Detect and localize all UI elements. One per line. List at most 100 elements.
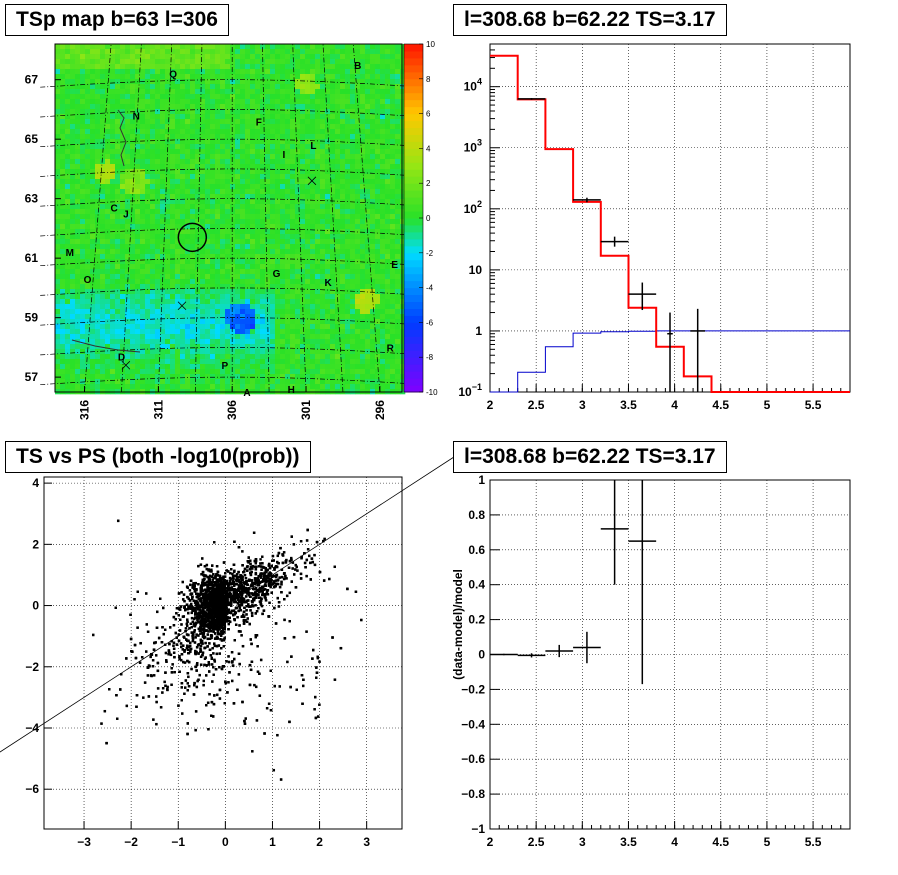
scatter-point [269,669,272,672]
scatter-point [242,613,245,616]
scatter-point [229,580,232,583]
scatter-point [177,614,180,617]
scatter-point [155,626,159,629]
scatter-point [205,704,208,707]
scatter-point [201,642,204,645]
scatter-point [222,619,226,622]
scatter-point [312,648,315,652]
scatter-point [315,666,318,669]
scatter-point [216,574,220,577]
scatter-point [233,583,236,586]
scatter-point [237,584,241,587]
scatter-point [243,606,246,609]
scatter-point [204,641,207,645]
scatter-point [172,651,176,654]
scatter-point [156,687,160,690]
scatter-point [156,610,159,614]
scatter-point [201,570,205,574]
scatter-point [306,528,309,532]
scatter-point [222,638,225,641]
scatter-point [290,558,293,561]
scatter-point [283,637,287,640]
scatter-point [138,661,142,664]
latitude-line [40,138,410,148]
scatter-point [259,602,263,606]
scatter-point [255,596,258,599]
scatter-point [253,683,256,687]
scatter-point [228,616,231,619]
scatter-point [169,653,173,657]
scatter-point [190,667,193,671]
scatter-point [290,655,293,658]
latitude-line [40,347,410,356]
scatter-point [221,593,225,596]
scatter-point [194,728,197,732]
scatter-point [241,644,245,648]
scatter-point [133,598,136,601]
scatter-point [195,633,198,636]
scatter-point [135,705,138,708]
scatter-point [193,630,196,634]
scatter-point [262,576,266,579]
scatter-point [200,623,204,626]
scatter-point [210,700,214,704]
scatter-point [201,621,204,624]
scatter-point [243,722,247,725]
scatter-point [260,585,264,589]
scatter-point [310,557,314,560]
scatter-point [262,588,265,591]
region-label: C [110,204,117,215]
scatter-point [212,599,215,603]
scatter-point [207,568,210,571]
scatter-point [291,561,295,564]
spectrum-x-tick-label: 5.5 [805,398,822,412]
scatter-point [239,590,242,594]
scatter-point [314,695,317,699]
colorbar-cell [404,57,423,66]
region-label: H [288,385,295,396]
scatter-point [205,563,209,567]
scatter-point [221,630,224,633]
scatter-point [290,556,293,560]
scatter-point [180,682,184,685]
tsmap-x-tick-label: 316 [78,400,92,420]
colorbar-cell [404,141,423,149]
scatter-point [200,617,204,621]
scatter-point [261,593,264,596]
scatter-point [146,630,150,633]
scatter-point [308,554,311,558]
scatter-point [223,636,226,640]
scatter-point [204,593,208,597]
region-label: F [256,117,262,128]
scatter-point [189,622,192,625]
scatter-point [216,587,219,590]
region-label: N [133,111,140,122]
scatter-point [282,572,286,575]
scatter-point [203,646,206,650]
scatter-point [198,613,201,616]
scatter-point [170,639,174,643]
scatter-point [313,553,316,557]
scatter-point [160,641,164,644]
scatter-point [161,626,164,629]
scatter-point [210,568,213,572]
region-label: E [391,260,398,271]
scatter-point [170,671,174,674]
scatter-point [208,569,212,573]
scatter-point [249,562,252,566]
colorbar-cell [404,148,423,156]
scatter-point [311,657,314,660]
scatter-point [186,648,190,651]
scatter-point [222,603,225,606]
scatter-point [229,588,233,592]
scatter-point [249,609,252,612]
scatter-point [224,572,227,575]
scatter-point [155,722,158,726]
scatter-point [245,605,249,608]
spectrum-y-tick-label: 10 [469,263,483,277]
scatter-point [303,552,306,555]
region-label: Q [169,70,177,81]
tsmap-x-tick-label: 306 [225,400,239,420]
scatter-point [222,607,226,611]
